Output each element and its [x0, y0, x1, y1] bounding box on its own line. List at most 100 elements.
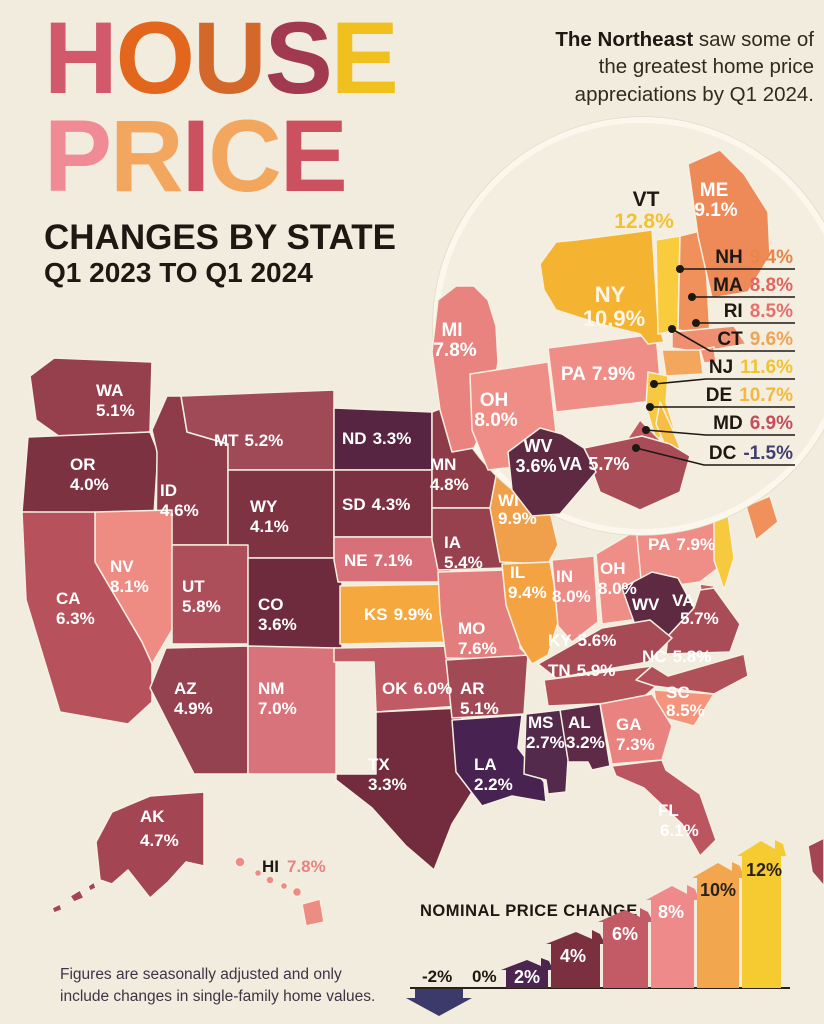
- title-letter: E: [330, 1, 399, 115]
- callout-nh: NH 9.4%: [715, 247, 793, 268]
- inset-pa-label: PA 7.9%: [561, 364, 635, 385]
- ia-value: 5.4%: [444, 553, 483, 572]
- state-ma-coast-bit: [745, 495, 779, 541]
- mn-value: 4.8%: [430, 475, 469, 494]
- mo-label: MO: [458, 619, 485, 638]
- nv-value: 8.1%: [110, 577, 149, 596]
- state-ms: [523, 709, 569, 795]
- callout-nj: NJ 11.6%: [709, 357, 793, 378]
- ak-island-1: [69, 889, 85, 903]
- title-price: PRICE: [44, 98, 397, 213]
- ky-label: KY 5.6%: [548, 631, 616, 650]
- callout-ri: RI 8.5%: [724, 301, 793, 322]
- inset-wv: [507, 427, 597, 517]
- inset-va-label: VA 5.7%: [559, 454, 630, 474]
- ms-label: MS: [528, 713, 554, 732]
- title-letter: E: [279, 98, 348, 213]
- state-wa: [29, 357, 153, 438]
- inset-me-label: ME: [700, 180, 729, 201]
- title-letter: H: [44, 1, 118, 115]
- wa-label: WA: [96, 381, 123, 400]
- ga-label: GA: [616, 715, 642, 734]
- legend-house-6: [598, 908, 653, 988]
- subtitle-line2: Q1 2023 TO Q1 2024: [44, 256, 313, 288]
- inset-me: [687, 149, 771, 299]
- ut-value: 5.8%: [182, 597, 221, 616]
- ks-label: KS 9.9%: [364, 605, 432, 624]
- legend-house-10: [692, 862, 744, 988]
- ak-label: AK: [140, 807, 165, 826]
- or-label: OR: [70, 455, 96, 474]
- state-la: [451, 714, 547, 807]
- state-fl: [611, 759, 717, 857]
- pa-main-label: PA 7.9%: [648, 535, 715, 554]
- oh-main-label: OH: [600, 559, 626, 578]
- legend-label-6: 6%: [612, 924, 638, 944]
- legend-house-12: [737, 840, 786, 988]
- al-label: AL: [568, 713, 591, 732]
- title-letter: U: [193, 1, 267, 115]
- main-map: [21, 357, 824, 927]
- oh-main-value: 8.0%: [598, 579, 637, 598]
- inset-labels: MI 7.8% OH 8.0% PA 7.9% NY 10.9% WV 3.6% …: [433, 180, 737, 476]
- tx-value: 3.3%: [368, 775, 407, 794]
- state-ak: [95, 791, 205, 899]
- az-value: 4.9%: [174, 699, 213, 718]
- state-in: [551, 555, 599, 643]
- or-value: 4.0%: [70, 475, 109, 494]
- callout-ct: CT 9.6%: [717, 329, 793, 350]
- state-hi: [234, 856, 325, 927]
- ca-value: 6.3%: [56, 609, 95, 628]
- wi-value: 9.9%: [498, 509, 537, 528]
- inset-callouts: [632, 265, 795, 466]
- annotation-line3: appreciations by Q1 2024.: [574, 82, 814, 106]
- state-va-main: [665, 587, 741, 655]
- state-az: [149, 645, 249, 775]
- inset-callout-labels: NH 9.4% MA 8.8% RI 8.5% CT 9.6% NJ 11.6% DE 10…: [706, 247, 793, 464]
- inset-mi-value: 7.8%: [433, 340, 476, 361]
- state-tn: [543, 665, 669, 707]
- wa-value: 5.1%: [96, 401, 135, 420]
- il-label: IL: [510, 563, 525, 582]
- title-letter: S: [264, 1, 333, 115]
- inset-vt: [655, 235, 681, 335]
- inset-ny: [539, 229, 665, 345]
- inset-wv-value: 3.6%: [515, 456, 556, 476]
- ak-island-2: [51, 903, 63, 914]
- id-label: ID: [160, 481, 177, 500]
- inset-wv-label: WV: [524, 436, 553, 456]
- ga-value: 7.3%: [616, 735, 655, 754]
- nd-label: ND 3.3%: [342, 429, 411, 448]
- fl-value: 6.1%: [660, 821, 699, 840]
- legend-label-8: 8%: [658, 902, 684, 922]
- va-main-value: 5.7%: [680, 609, 719, 628]
- az-label: AZ: [174, 679, 197, 698]
- ia-label: IA: [444, 533, 461, 552]
- inset-northeast-map: [431, 149, 771, 517]
- inset-ct: [661, 349, 704, 377]
- sc-value: 8.5%: [666, 701, 705, 720]
- annotation-line2: the greatest home price: [598, 55, 814, 79]
- legend-tick-neg2: -2%: [422, 967, 452, 986]
- ca-label: CA: [56, 589, 81, 608]
- legend: NOMINAL PRICE CHANGE -2% 0% 2% 4% 6% 8% …: [406, 840, 790, 1016]
- annotation-bold: The Northeast: [555, 28, 694, 51]
- wi-label: WI: [498, 491, 519, 510]
- title-letter: R: [110, 98, 184, 213]
- title-letter: O: [115, 1, 195, 115]
- wy-value: 4.1%: [250, 517, 289, 536]
- mt-label: MT 5.2%: [214, 431, 283, 450]
- ut-label: UT: [182, 577, 205, 596]
- ak-value: 4.7%: [140, 831, 179, 850]
- in-value: 8.0%: [552, 587, 591, 606]
- ar-label: AR: [460, 679, 485, 698]
- wy-label: WY: [250, 497, 278, 516]
- co-label: CO: [258, 595, 284, 614]
- legend-arrow-down: [406, 989, 472, 1016]
- ak-island-3: [87, 881, 97, 892]
- main-map-labels: WA 5.1% OR 4.0% ID 4.6% MT 5.2% WY 4.1% N…: [56, 381, 719, 876]
- wv-main-label: WV: [632, 595, 660, 614]
- mn-label: MN: [430, 455, 456, 474]
